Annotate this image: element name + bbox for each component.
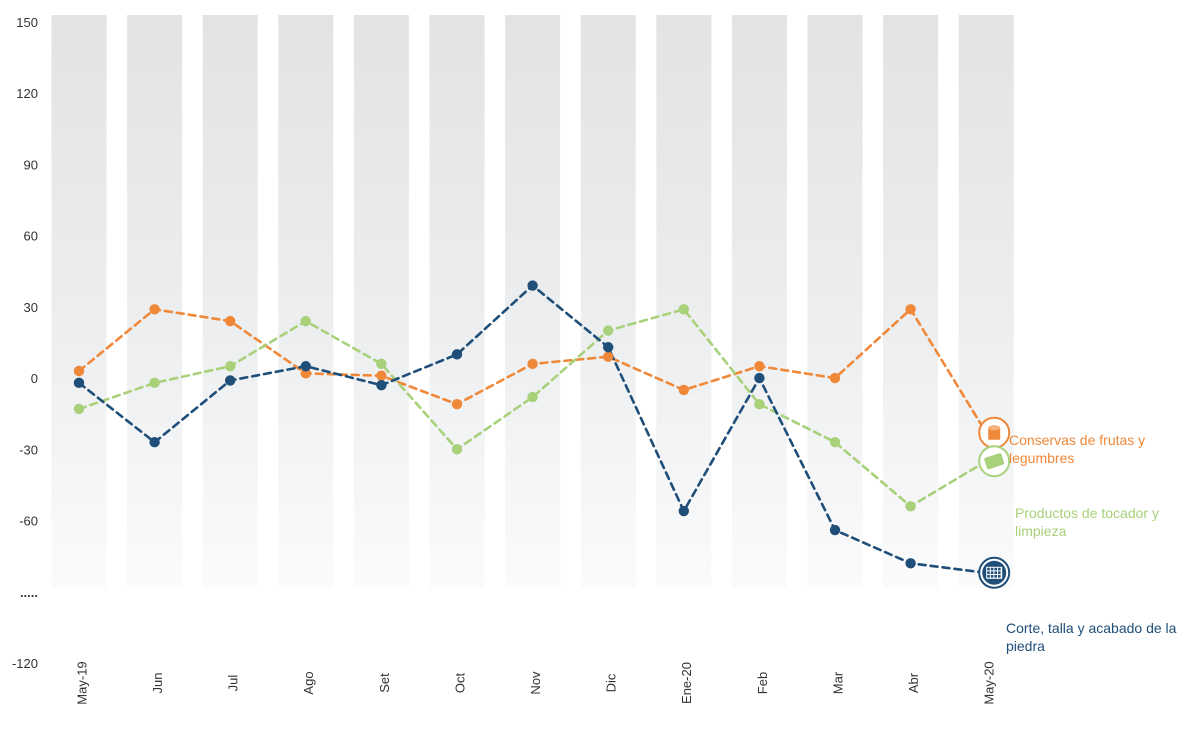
data-point <box>73 403 85 415</box>
data-point <box>603 351 614 362</box>
data-point <box>905 501 916 512</box>
data-point <box>149 377 160 389</box>
data-point <box>754 399 765 410</box>
y-tick-label: 0 <box>31 371 38 386</box>
data-point <box>829 372 841 384</box>
data-point <box>451 399 463 410</box>
y-tick-label: 60 <box>24 229 38 244</box>
y-tick-label: 30 <box>24 300 38 315</box>
x-tick-label: Jun <box>150 673 165 694</box>
x-tick-label: Ago <box>301 671 316 694</box>
x-tick-label: Jul <box>226 675 241 692</box>
y-tick-label: -30 <box>19 442 38 457</box>
x-tick-label: Ene-20 <box>679 662 694 704</box>
series-label-productos-tocador: Productos de tocador y limpieza <box>1015 505 1159 539</box>
series-end-icons <box>978 416 1011 589</box>
series-markers <box>73 280 916 569</box>
data-point <box>73 377 85 389</box>
data-point <box>149 437 160 448</box>
data-point <box>225 375 236 386</box>
x-tick-label: May-19 <box>74 661 89 704</box>
data-point <box>300 315 311 327</box>
x-tick-label: Oct <box>452 673 467 694</box>
background-column <box>807 15 863 588</box>
series-label-corte-piedra: Corte, talla y acabado de la piedra <box>1006 620 1177 654</box>
background-column <box>127 15 183 588</box>
data-point <box>754 372 765 384</box>
data-point <box>603 342 614 353</box>
data-point <box>678 505 689 517</box>
data-point <box>678 384 689 396</box>
data-point <box>603 325 614 336</box>
x-tick-label: Feb <box>755 672 770 694</box>
data-point <box>300 368 311 379</box>
can-icon <box>978 416 1011 449</box>
background-column <box>51 15 107 588</box>
y-tick-label: 120 <box>16 86 38 101</box>
y-tick-label: -60 <box>19 514 38 529</box>
series-label-conservas: Conservas de frutas y legumbres <box>1009 432 1146 466</box>
data-point <box>376 358 387 370</box>
x-tick-label: Abr <box>906 672 921 693</box>
y-tick-label: 150 <box>16 15 38 30</box>
data-point <box>149 304 160 315</box>
y-axis: 150 120 90 60 30 0 -30 -60..... -120 <box>12 15 38 671</box>
data-point <box>225 315 236 327</box>
background-column <box>202 15 258 588</box>
x-tick-label: Dic <box>604 673 619 692</box>
data-point <box>829 437 841 448</box>
data-point <box>829 524 841 536</box>
background-column <box>353 15 409 588</box>
background-column <box>429 15 485 588</box>
background-column <box>656 15 712 588</box>
y-tick-label: ..... <box>20 585 38 600</box>
x-tick-label: May-20 <box>982 661 997 704</box>
data-point <box>905 558 916 569</box>
data-point <box>376 370 387 381</box>
background-column <box>731 15 787 588</box>
data-point <box>451 444 463 455</box>
data-point <box>225 361 236 372</box>
stone-icon <box>978 556 1011 589</box>
x-tick-label: Mar <box>830 671 845 694</box>
background-columns <box>51 15 1014 588</box>
data-point <box>300 361 311 372</box>
x-axis: May-19 Jun Jul Ago Set Oct Nov Dic Ene-20 Feb Mar A… <box>74 661 996 704</box>
data-point <box>527 358 538 370</box>
x-tick-label: Set <box>377 673 392 693</box>
data-point <box>754 361 765 372</box>
soap-icon <box>978 445 1011 478</box>
x-tick-label: Nov <box>528 671 543 695</box>
background-column <box>580 15 636 588</box>
y-tick-label: 90 <box>24 157 38 172</box>
background-column <box>958 15 1014 588</box>
data-point <box>451 349 463 360</box>
data-point <box>376 380 387 391</box>
background-column <box>278 15 334 588</box>
data-point <box>678 304 689 315</box>
data-point <box>527 391 538 403</box>
data-point <box>905 304 916 315</box>
data-point <box>73 365 85 377</box>
background-column <box>883 15 939 588</box>
y-tick-label: -120 <box>12 656 38 671</box>
data-point <box>527 280 538 291</box>
